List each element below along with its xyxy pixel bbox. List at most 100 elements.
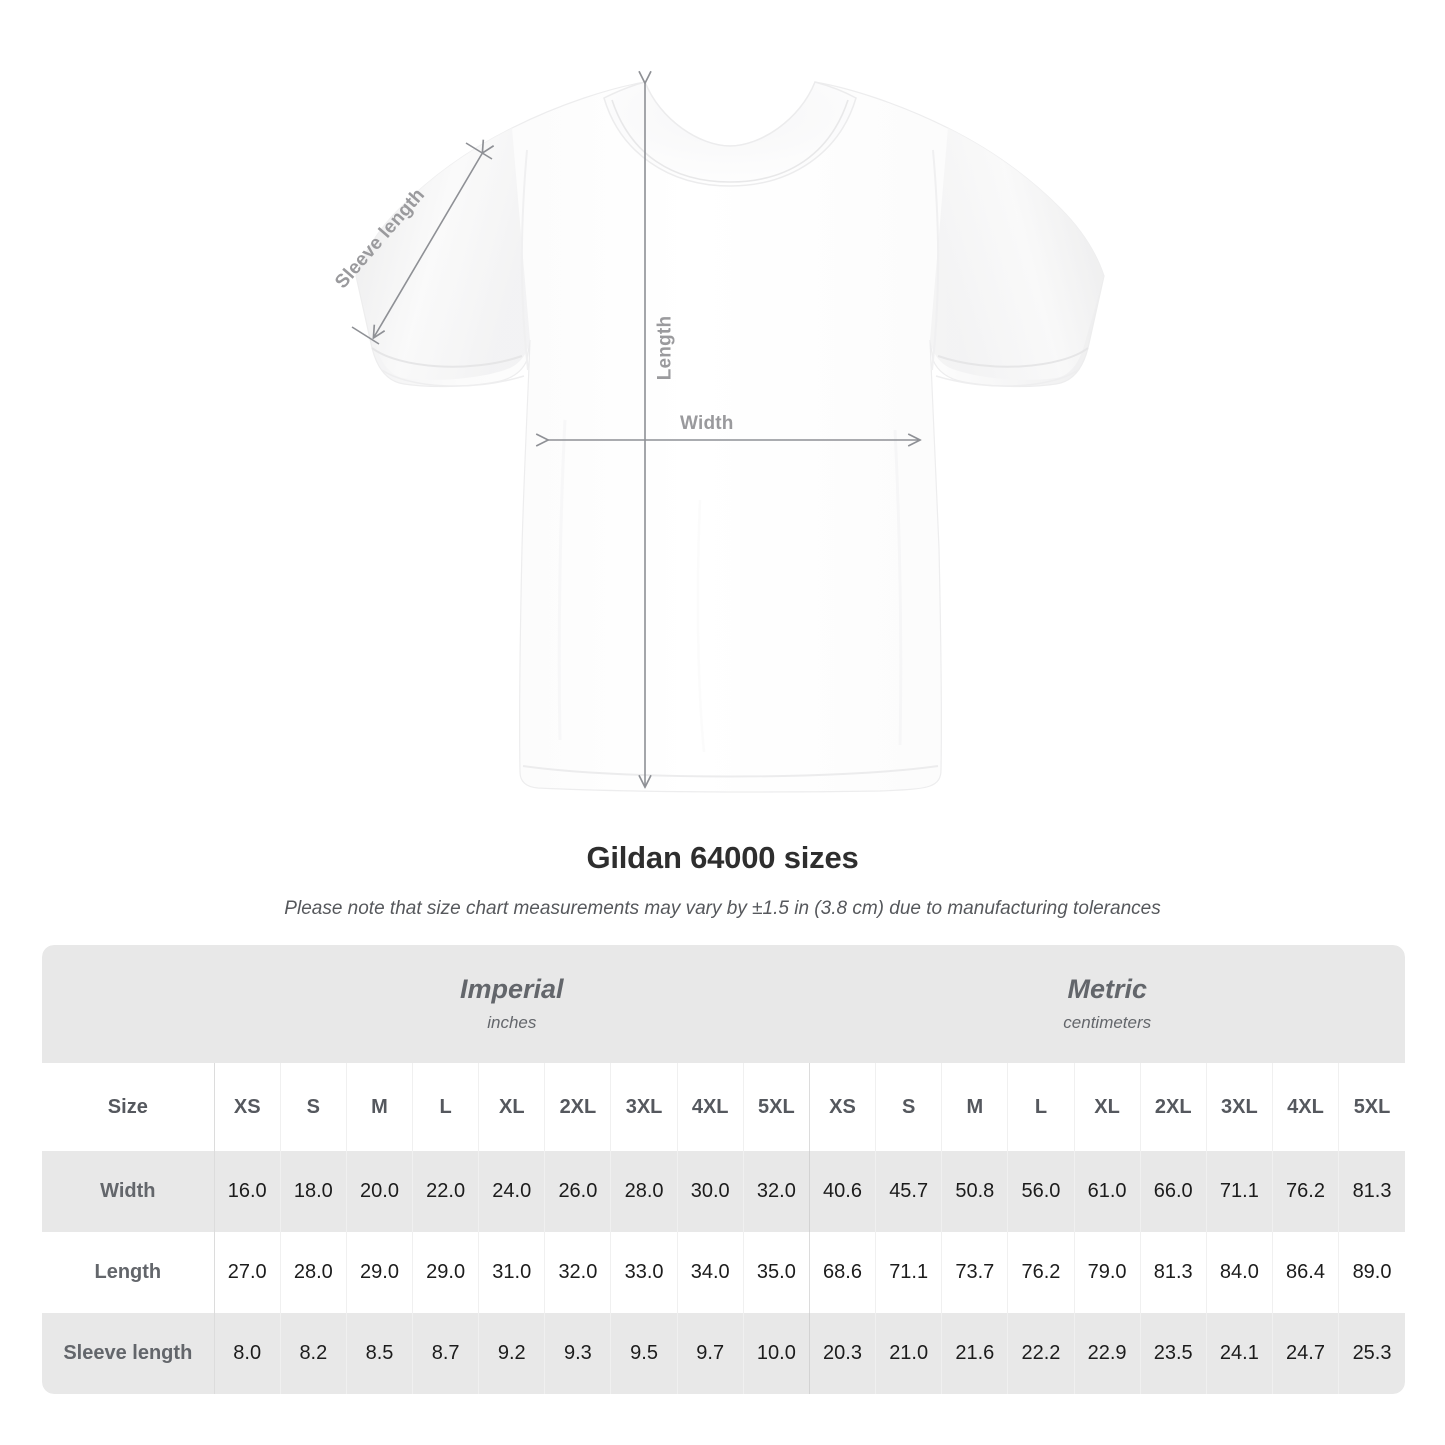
cell-width-imperial-2XL: 26.0 bbox=[544, 1151, 612, 1232]
cell-sleeve-length-imperial-XL: 9.2 bbox=[478, 1313, 546, 1394]
cell-length-metric-XL: 79.0 bbox=[1074, 1232, 1141, 1313]
cell-length-imperial-M: 29.0 bbox=[346, 1232, 414, 1313]
cell-length-metric-3XL: 84.0 bbox=[1206, 1232, 1273, 1313]
size-header-imperial-M: M bbox=[346, 1063, 414, 1151]
row-label-width: Width bbox=[42, 1151, 215, 1232]
cell-width-imperial-4XL: 30.0 bbox=[677, 1151, 744, 1232]
page-title: Gildan 64000 sizes bbox=[586, 840, 859, 875]
size-header-metric-2XL: 2XL bbox=[1140, 1063, 1207, 1151]
cell-length-metric-XS: 68.6 bbox=[809, 1232, 877, 1313]
size-header-imperial-XS: XS bbox=[214, 1063, 281, 1151]
cell-sleeve-length-metric-XS: 20.3 bbox=[809, 1313, 877, 1394]
cell-width-metric-L: 56.0 bbox=[1007, 1151, 1075, 1232]
length-label: Length bbox=[654, 315, 676, 381]
row-label-sleeve-length: Sleeve length bbox=[42, 1313, 215, 1394]
width-label: Width bbox=[680, 413, 734, 434]
cell-width-metric-M: 50.8 bbox=[941, 1151, 1009, 1232]
cell-length-metric-L: 76.2 bbox=[1007, 1232, 1075, 1313]
size-header-row: Size XS S M L XL 2XL 3XL 4XL 5XL XS S M L XL 2XL 3XL 4XL 5… bbox=[42, 1063, 1405, 1151]
cell-length-imperial-S: 28.0 bbox=[280, 1232, 347, 1313]
unit-name: Imperial bbox=[460, 973, 564, 1004]
cell-width-imperial-5XL: 32.0 bbox=[743, 1151, 810, 1232]
size-header-metric-3XL: 3XL bbox=[1206, 1063, 1273, 1151]
tolerance-note: Please note that size chart measurements… bbox=[284, 898, 1161, 919]
size-header-metric-5XL: 5XL bbox=[1338, 1063, 1405, 1151]
cell-sleeve-length-metric-XL: 22.9 bbox=[1074, 1313, 1141, 1394]
title-block: Gildan 64000 sizes Please note that size… bbox=[0, 840, 1445, 920]
cell-sleeve-length-imperial-2XL: 9.3 bbox=[544, 1313, 612, 1394]
cell-width-metric-XL: 61.0 bbox=[1074, 1151, 1141, 1232]
sleeve-tick-bottom bbox=[351, 326, 380, 345]
cell-length-imperial-XS: 27.0 bbox=[214, 1232, 281, 1313]
cell-length-imperial-XL: 31.0 bbox=[478, 1232, 546, 1313]
unit-subtitle: centimeters bbox=[1063, 1013, 1152, 1033]
size-header-imperial-2XL: 2XL bbox=[544, 1063, 612, 1151]
cell-length-metric-M: 73.7 bbox=[941, 1232, 1009, 1313]
table-row: Width 16.0 18.0 20.0 22.0 24.0 26.0 28.0 30.0 32.… bbox=[42, 1151, 1405, 1232]
size-header-imperial-S: S bbox=[280, 1063, 347, 1151]
tshirt-svg bbox=[351, 0, 1105, 793]
cell-width-imperial-S: 18.0 bbox=[280, 1151, 347, 1232]
cell-sleeve-length-imperial-L: 8.7 bbox=[412, 1313, 480, 1394]
size-header-metric-S: S bbox=[875, 1063, 943, 1151]
size-header-imperial-L: L bbox=[412, 1063, 480, 1151]
cell-sleeve-length-metric-2XL: 23.5 bbox=[1140, 1313, 1207, 1394]
cell-width-imperial-L: 22.0 bbox=[412, 1151, 480, 1232]
size-chart-table-wrap: Imperial inches Metric centimeters Size XS S M L… bbox=[42, 945, 1405, 1394]
size-header-metric-M: M bbox=[941, 1063, 1009, 1151]
cell-length-metric-S: 71.1 bbox=[875, 1232, 943, 1313]
cell-sleeve-length-imperial-4XL: 9.7 bbox=[677, 1313, 744, 1394]
cell-width-imperial-XL: 24.0 bbox=[478, 1151, 546, 1232]
cell-sleeve-length-metric-S: 21.0 bbox=[875, 1313, 943, 1394]
cell-width-metric-4XL: 76.2 bbox=[1272, 1151, 1340, 1232]
cell-width-imperial-M: 20.0 bbox=[346, 1151, 414, 1232]
cell-length-imperial-L: 29.0 bbox=[412, 1232, 480, 1313]
cell-length-imperial-3XL: 33.0 bbox=[610, 1232, 678, 1313]
size-chart-table: Imperial inches Metric centimeters Size XS S M L… bbox=[42, 945, 1405, 1394]
size-header-metric-XS: XS bbox=[809, 1063, 877, 1151]
cell-sleeve-length-metric-3XL: 24.1 bbox=[1206, 1313, 1273, 1394]
cell-width-imperial-XS: 16.0 bbox=[214, 1151, 281, 1232]
size-header-imperial-4XL: 4XL bbox=[677, 1063, 744, 1151]
table-row: Sleeve length 8.0 8.2 8.5 8.7 9.2 9.3 9.5 9.7 10.… bbox=[42, 1313, 1405, 1394]
cell-sleeve-length-metric-5XL: 25.3 bbox=[1338, 1313, 1405, 1394]
cell-sleeve-length-metric-4XL: 24.7 bbox=[1272, 1313, 1340, 1394]
unit-name: Metric bbox=[1067, 973, 1147, 1004]
cell-sleeve-length-imperial-5XL: 10.0 bbox=[743, 1313, 810, 1394]
tshirt-body-shape bbox=[355, 81, 1105, 793]
cell-width-metric-S: 45.7 bbox=[875, 1151, 943, 1232]
size-header-imperial-XL: XL bbox=[478, 1063, 546, 1151]
unit-subtitle: inches bbox=[487, 1013, 537, 1033]
size-header-imperial-5XL: 5XL bbox=[743, 1063, 810, 1151]
size-header-metric-L: L bbox=[1007, 1063, 1075, 1151]
unit-section-metric: Metric centimeters bbox=[809, 945, 1405, 1063]
size-header-metric-4XL: 4XL bbox=[1272, 1063, 1340, 1151]
cell-sleeve-length-metric-L: 22.2 bbox=[1007, 1313, 1075, 1394]
cell-sleeve-length-metric-M: 21.6 bbox=[941, 1313, 1009, 1394]
tshirt-illustration: Sleeve length Length Width bbox=[331, 0, 1105, 793]
cell-length-imperial-5XL: 35.0 bbox=[743, 1232, 810, 1313]
cell-length-imperial-4XL: 34.0 bbox=[677, 1232, 744, 1313]
sleeve-tick-top bbox=[465, 142, 493, 160]
size-header-imperial-3XL: 3XL bbox=[610, 1063, 678, 1151]
cell-width-imperial-3XL: 28.0 bbox=[610, 1151, 678, 1232]
cell-width-metric-2XL: 66.0 bbox=[1140, 1151, 1207, 1232]
size-header-metric-XL: XL bbox=[1074, 1063, 1141, 1151]
size-header-label: Size bbox=[42, 1063, 215, 1151]
unit-header-spacer bbox=[42, 945, 215, 1063]
cell-length-metric-2XL: 81.3 bbox=[1140, 1232, 1207, 1313]
cell-length-metric-4XL: 86.4 bbox=[1272, 1232, 1340, 1313]
cell-length-imperial-2XL: 32.0 bbox=[544, 1232, 612, 1313]
cell-sleeve-length-imperial-3XL: 9.5 bbox=[610, 1313, 678, 1394]
table-row: Length 27.0 28.0 29.0 29.0 31.0 32.0 33.0 34.0 35… bbox=[42, 1232, 1405, 1313]
cell-width-metric-5XL: 81.3 bbox=[1338, 1151, 1405, 1232]
cell-width-metric-3XL: 71.1 bbox=[1206, 1151, 1273, 1232]
unit-header-row: Imperial inches Metric centimeters bbox=[42, 945, 1405, 1063]
cell-sleeve-length-imperial-M: 8.5 bbox=[346, 1313, 414, 1394]
unit-section-imperial: Imperial inches bbox=[214, 945, 810, 1063]
cell-sleeve-length-imperial-S: 8.2 bbox=[280, 1313, 347, 1394]
cell-length-metric-5XL: 89.0 bbox=[1338, 1232, 1405, 1313]
measurement-arrows bbox=[351, 82, 919, 786]
cell-sleeve-length-imperial-XS: 8.0 bbox=[214, 1313, 281, 1394]
sleeve-length-arrow bbox=[374, 152, 483, 337]
